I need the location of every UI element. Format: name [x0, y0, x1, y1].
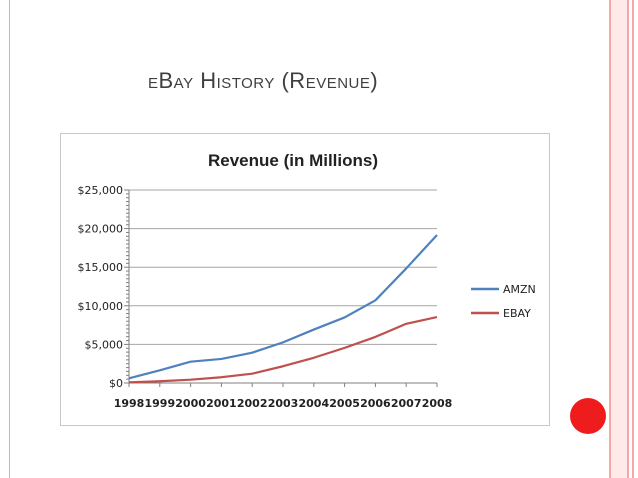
y-tick-label: $25,000 [78, 184, 124, 197]
x-tick-label: 2004 [298, 397, 329, 410]
x-tick-label: 2006 [360, 397, 391, 410]
x-tick-label: 2000 [175, 397, 206, 410]
x-tick-label: 1999 [144, 397, 175, 410]
y-tick-label: $20,000 [78, 223, 124, 236]
series-line-amzn [128, 234, 438, 380]
y-tick-label: $0 [109, 377, 123, 390]
x-tick-label: 2005 [329, 397, 360, 410]
slide-frame-left [0, 0, 10, 478]
y-tick-label: $10,000 [78, 300, 124, 313]
slide-frame-right [607, 0, 638, 478]
x-tick-label: 2007 [391, 397, 422, 410]
x-tick-label: 2003 [268, 397, 299, 410]
red-circle-decoration [570, 398, 606, 434]
y-tick-label: $15,000 [78, 261, 124, 274]
y-tick-label: $5,000 [85, 338, 124, 351]
x-tick-label: 1998 [114, 397, 145, 410]
chart-container: Revenue (in Millions) $0 $5,000 $10,000 $15,… [60, 133, 550, 426]
chart-title: Revenue (in Millions) [208, 151, 378, 170]
legend-label-ebay: EBAY [503, 307, 531, 320]
x-tick-label: 2001 [206, 397, 237, 410]
revenue-line-chart: Revenue (in Millions) $0 $5,000 $10,000 $15,… [78, 151, 536, 410]
series-line-ebay [128, 315, 438, 384]
x-tick-label: 2008 [422, 397, 453, 410]
x-tick-label: 2002 [237, 397, 268, 410]
legend-label-amzn: AMZN [503, 283, 536, 296]
slide-title: eBay History (Revenue) [148, 68, 379, 93]
